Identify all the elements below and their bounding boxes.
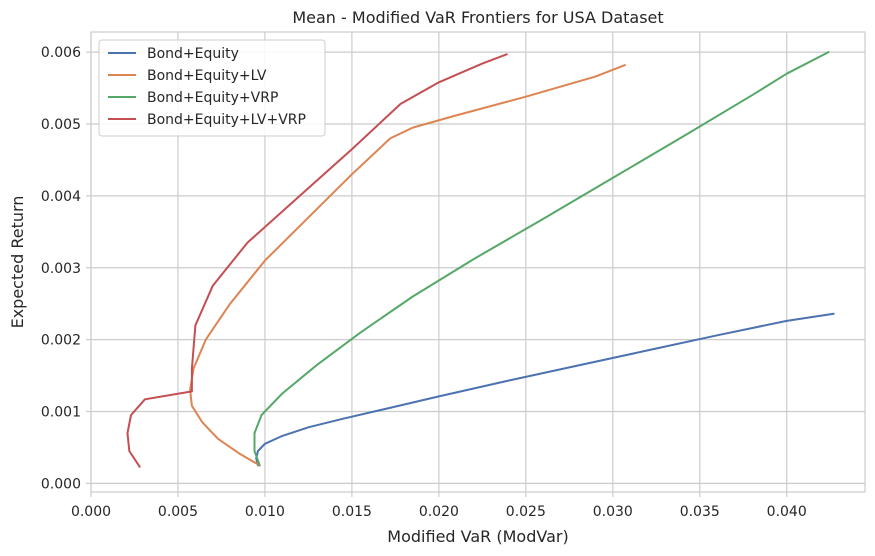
x-tick-label: 0.040 — [767, 504, 807, 520]
series-line-2 — [189, 64, 626, 467]
y-tick-label: 0.005 — [41, 117, 81, 133]
legend-box — [98, 39, 326, 137]
y-axis-title: Expected Return — [8, 196, 27, 329]
legend: Bond+Equity Bond+Equity+LV Bond+Equity+VRP… — [98, 39, 326, 137]
x-tick-label: 0.000 — [71, 504, 111, 520]
legend-label: Bond+Equity+LV — [147, 68, 267, 84]
plot-frame — [90, 31, 866, 493]
x-tick-label: 0.010 — [245, 504, 285, 520]
series-lines — [126, 51, 835, 468]
y-tick-label: 0.003 — [41, 261, 81, 277]
y-tick-label: 0.000 — [41, 476, 81, 492]
x-tick-label: 0.035 — [680, 504, 720, 520]
x-tick-label: 0.015 — [332, 504, 372, 520]
x-tick-label: 0.025 — [506, 504, 546, 520]
y-tick-label: 0.004 — [41, 189, 81, 205]
x-tick-label: 0.030 — [593, 504, 633, 520]
legend-label: Bond+Equity — [147, 46, 239, 62]
series-line-4 — [126, 53, 508, 468]
x-tick-label: 0.020 — [419, 504, 459, 520]
x-axis-title: Modified VaR (ModVar) — [387, 527, 568, 546]
legend-items: Bond+Equity Bond+Equity+LV Bond+Equity+VRP… — [108, 46, 306, 128]
y-tick-labels: 0.000 0.001 0.002 0.003 0.004 0.005 0.006 — [41, 45, 81, 492]
x-tick-labels: 0.000 0.005 0.010 0.015 0.020 0.025 0.030 0.035… — [71, 504, 807, 520]
series-line-1 — [255, 312, 835, 467]
legend-label: Bond+Equity+LV+VRP — [147, 112, 306, 128]
y-tick-label: 0.006 — [41, 45, 81, 61]
y-tick-label: 0.002 — [41, 333, 81, 349]
x-tick-label: 0.005 — [158, 504, 198, 520]
chart-title: Mean - Modified VaR Frontiers for USA Da… — [292, 8, 663, 27]
y-tick-label: 0.001 — [41, 405, 81, 421]
legend-label: Bond+Equity+VRP — [147, 90, 278, 106]
series-line-3 — [253, 51, 830, 467]
